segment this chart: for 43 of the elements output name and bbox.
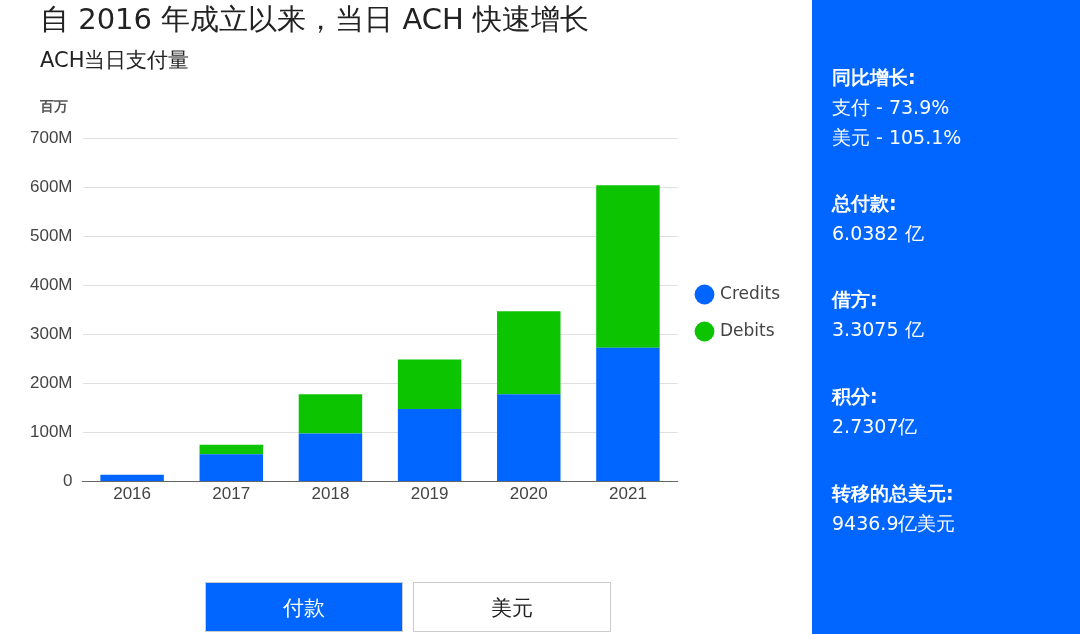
tab-button: 美元 [413,582,611,632]
y-tick-label: 200M [29,373,73,393]
text: 3.3075 亿 [832,317,924,342]
y-tick-label: 0 [63,471,73,491]
text: 同比增长: [832,65,917,90]
y-tick-label: 600M [29,176,73,196]
bar [298,394,363,434]
legend-label: Debits [720,319,775,340]
bar [100,474,164,482]
chart-title: 自 2016 年成立以来，当日 ACH 快速增长 [40,1,590,38]
y-axis-title: 百万 [40,98,68,116]
text: 积分: [832,384,879,409]
bar [199,454,264,482]
bar [596,185,660,348]
legend-label: Credits [720,282,781,303]
bar [199,444,264,455]
y-tick-label: 500M [29,226,73,245]
bar [497,394,561,482]
y-tick-label: 700M [29,127,73,147]
bar [397,409,462,482]
bar [596,347,660,482]
x-tick-label: 2020 [509,484,548,504]
x-tick-label: 2021 [609,484,647,504]
text: 9436.9亿美元 [832,511,956,536]
text: 美元 - 105.1% [832,125,962,150]
text: 2.7307亿 [832,414,918,439]
text: 借方: [832,287,879,312]
text: 总付款: [832,191,898,216]
x-tick-label: 2018 [311,484,350,504]
bar [298,433,363,482]
text: 6.0382 亿 [832,221,924,246]
bar [497,311,561,395]
bar [397,359,462,409]
text: 转移的总美元: [832,481,955,506]
y-tick-label: 100M [29,422,73,442]
x-tick-label: 2017 [212,484,251,504]
tab-button: 付款 [205,582,403,632]
chart-subtitle: ACH当日支付量 [40,47,190,74]
x-tick-label: 2019 [410,484,449,504]
x-tick-label: 2016 [113,484,152,504]
y-tick-label: 400M [29,275,73,295]
y-tick-label: 300M [29,324,73,344]
text: 支付 - 73.9% [832,95,951,120]
